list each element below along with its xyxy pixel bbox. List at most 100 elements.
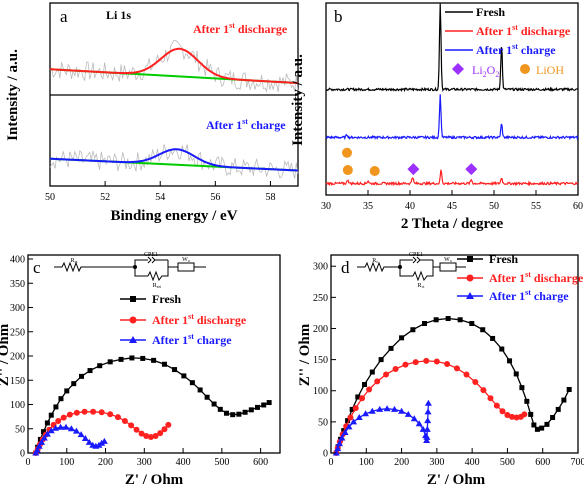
svg-text:Wo: Wo [444,257,452,263]
d-point-fresh [369,369,375,375]
d-point-charge [350,418,358,425]
c-xtick-label: 0 [26,457,31,468]
panel-c-y-title: Z'' / Ohm [0,323,12,386]
d-point-charge [362,410,370,417]
d-point-fresh [528,411,534,417]
c-xtick-label: 100 [59,457,74,468]
d-point-discharge [504,412,511,419]
panel-a-label: a [60,7,68,26]
c-point-fresh [151,357,157,363]
c-point-charge [67,425,75,432]
d-point-fresh [531,422,537,428]
c-point-charge [38,438,46,445]
c-point-charge [57,423,65,430]
d-point-charge [338,434,346,441]
c-point-discharge [90,408,97,415]
panel-c-y-ticks: 0 50 100 150 200 250 300 350 400 [10,255,33,460]
d-point-charge [423,433,431,440]
d-point-fresh [349,406,355,412]
d-point-charge [398,407,406,414]
d-xtick-label: 600 [535,457,550,468]
c-point-fresh [197,387,203,393]
d-point-charge [391,405,399,412]
d-point-discharge [480,387,487,394]
d-point-discharge [412,359,419,366]
d-point-charge [332,449,340,456]
d-point-discharge [463,371,470,378]
c-point-discharge [73,409,80,416]
c-legend-marker-discharge [129,316,137,324]
d-point-fresh [519,385,525,391]
d-point-fresh [445,316,451,322]
c-point-fresh [261,402,267,408]
d-point-fresh [550,415,556,421]
c-series-line-0 [35,357,270,454]
c-series-line-1 [35,411,169,454]
d-point-discharge [374,378,381,385]
c-point-fresh [204,394,210,400]
b-xtick-label: 30 [321,201,331,212]
c-point-fresh [248,407,254,413]
raw-spectrum-0 [49,39,299,93]
d-point-charge [341,428,349,435]
d-point-fresh [362,382,368,388]
c-xtick-label: 600 [253,457,268,468]
panel-d-label: d [341,258,350,277]
c-xtick-label: 200 [98,457,113,468]
legend-text-charge: After 1st charge [476,42,556,57]
d-point-fresh [499,346,505,352]
d-point-discharge [509,413,516,420]
c-ytick-label: 100 [10,400,25,411]
b-xtick-label: 40 [405,201,415,212]
panel-b-plot [325,3,579,187]
panel-d-y-title: Z'' / Ohm [297,323,313,386]
c-point-fresh [53,404,59,410]
panel-c-circuit: Rct CPE1 Rsei Wo [54,252,206,289]
d-point-fresh [544,421,550,427]
panel-a: a Li 1s After 1st discharge After 1st ch… [5,2,299,224]
d-ytick-label: 200 [313,324,328,335]
c-point-charge [40,434,48,441]
panel-b-x-ticks: 30 35 40 45 50 55 60 [321,190,583,212]
panel-c-label: c [33,258,41,277]
fitted-peak-1 [49,148,298,172]
c-point-fresh [140,355,146,361]
c-point-charge [72,427,80,434]
d-point-discharge [383,371,390,378]
panel-c-x-title: Z' / Ohm [125,472,184,488]
c-point-discharge [121,417,128,424]
a-xtick-label: 54 [155,192,165,203]
d-point-fresh [480,327,486,333]
d-point-charge [410,415,418,422]
c-point-discharge [81,408,88,415]
c-point-charge [47,427,55,434]
d-xtick-label: 300 [429,457,444,468]
c-xtick-label: 300 [137,457,152,468]
d-point-fresh [422,321,428,327]
panel-c-legend: Fresh After 1st discharge After 1st char… [120,292,247,347]
d-ytick-label: 150 [313,355,328,366]
panel-d-frame [330,254,579,454]
c-point-discharge [66,411,73,418]
c-legend-text-charge: After 1st charge [152,332,232,347]
d-xtick-label: 200 [394,457,409,468]
c-point-fresh [172,367,178,373]
d-point-charge [368,407,376,414]
xrd-series-0 [326,3,579,93]
panel-a-x-ticks: 50 52 54 56 58 [45,181,275,203]
d-legend-marker-discharge [466,274,474,282]
svg-text:CPE1: CPE1 [144,252,158,258]
panel-d-legend: Fresh After 1st discharge After 1st char… [457,252,584,303]
c-point-charge [33,446,41,453]
c-point-fresh [48,412,54,418]
panel-a-charge-label: After 1st charge [206,117,286,132]
c-point-fresh [118,356,124,362]
b-xtick-label: 45 [447,201,457,212]
c-point-discharge [143,433,150,440]
d-point-discharge [499,408,506,415]
c-point-fresh [181,373,187,379]
c-point-discharge [138,430,145,437]
panel-d-x-ticks: 0 100 200 300 400 500 600 700 [329,448,584,468]
c-point-fresh [129,355,135,361]
svg-text:Rct: Rct [418,283,426,289]
